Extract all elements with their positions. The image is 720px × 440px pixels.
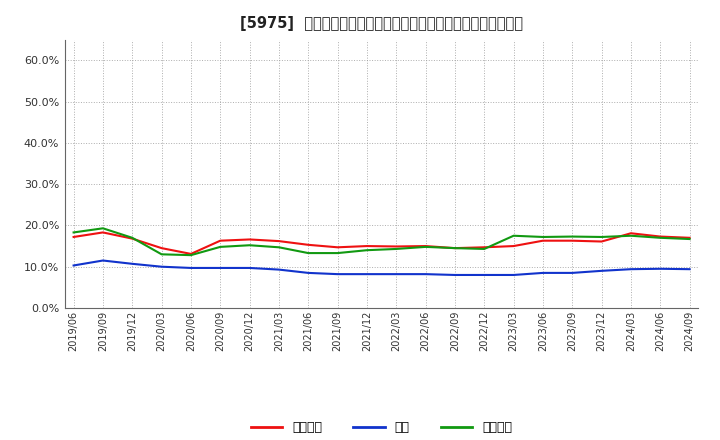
売上債権 xyxy=(539,238,547,243)
買入債務 xyxy=(216,244,225,249)
売上債権 xyxy=(598,239,606,244)
在庫 xyxy=(128,261,137,267)
在庫 xyxy=(157,264,166,269)
在庫 xyxy=(304,270,312,275)
在庫 xyxy=(598,268,606,274)
売上債権 xyxy=(480,245,489,250)
Line: 買入債務: 買入債務 xyxy=(73,228,690,255)
買入債務 xyxy=(363,248,372,253)
買入債務 xyxy=(304,250,312,256)
買入債務 xyxy=(421,244,430,249)
買入債務 xyxy=(685,236,694,242)
売上債権 xyxy=(451,246,459,251)
買入債務 xyxy=(539,235,547,240)
売上債権 xyxy=(685,235,694,240)
在庫 xyxy=(186,265,195,271)
買入債務 xyxy=(274,245,283,250)
在庫 xyxy=(333,271,342,277)
買入債務 xyxy=(392,246,400,252)
Legend: 売上債権, 在庫, 買入債務: 売上債権, 在庫, 買入債務 xyxy=(246,416,517,439)
買入債務 xyxy=(568,234,577,239)
買入債務 xyxy=(656,235,665,240)
買入債務 xyxy=(186,253,195,258)
在庫 xyxy=(421,271,430,277)
在庫 xyxy=(451,272,459,278)
買入債務 xyxy=(69,230,78,235)
売上債権 xyxy=(626,231,635,236)
買入債務 xyxy=(598,235,606,240)
売上債権 xyxy=(274,238,283,244)
在庫 xyxy=(99,258,107,263)
Title: [5975]  売上債権、在庫、買入債務の総資産に対する比率の推移: [5975] 売上債権、在庫、買入債務の総資産に対する比率の推移 xyxy=(240,16,523,32)
在庫 xyxy=(480,272,489,278)
売上債権 xyxy=(392,244,400,249)
売上債権 xyxy=(304,242,312,247)
在庫 xyxy=(656,266,665,271)
買入債務 xyxy=(157,252,166,257)
売上債権 xyxy=(246,237,254,242)
売上債権 xyxy=(99,230,107,235)
売上債権 xyxy=(69,235,78,240)
売上債権 xyxy=(568,238,577,243)
在庫 xyxy=(246,265,254,271)
売上債権 xyxy=(656,234,665,239)
在庫 xyxy=(626,267,635,272)
買入債務 xyxy=(509,233,518,238)
売上債権 xyxy=(157,246,166,251)
買入債務 xyxy=(99,226,107,231)
売上債権 xyxy=(333,245,342,250)
在庫 xyxy=(685,267,694,272)
在庫 xyxy=(392,271,400,277)
在庫 xyxy=(539,270,547,275)
売上債権 xyxy=(216,238,225,243)
買入債務 xyxy=(451,246,459,251)
Line: 在庫: 在庫 xyxy=(73,260,690,275)
在庫 xyxy=(509,272,518,278)
売上債権 xyxy=(128,236,137,241)
売上債権 xyxy=(363,243,372,249)
買入債務 xyxy=(128,235,137,240)
Line: 売上債権: 売上債権 xyxy=(73,232,690,254)
買入債務 xyxy=(626,233,635,238)
買入債務 xyxy=(480,246,489,252)
売上債権 xyxy=(186,251,195,257)
買入債務 xyxy=(333,250,342,256)
在庫 xyxy=(274,267,283,272)
在庫 xyxy=(568,270,577,275)
在庫 xyxy=(363,271,372,277)
在庫 xyxy=(216,265,225,271)
在庫 xyxy=(69,263,78,268)
売上債権 xyxy=(509,243,518,249)
売上債権 xyxy=(421,243,430,249)
買入債務 xyxy=(246,242,254,248)
